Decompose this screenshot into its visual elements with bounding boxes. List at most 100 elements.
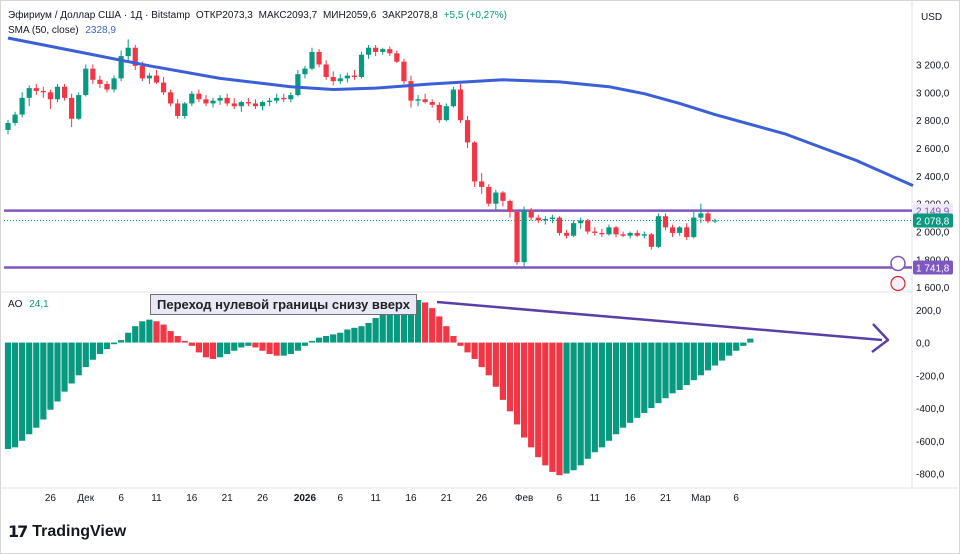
- ao-bar: [400, 304, 408, 343]
- ao-bar: [54, 342, 61, 402]
- candle-body: [472, 142, 478, 182]
- ao-bar: [231, 342, 238, 351]
- ao-bar: [372, 318, 379, 343]
- tradingview-logo[interactable]: 17 TradingView: [8, 522, 126, 541]
- ao-bar: [238, 342, 245, 348]
- candle-body: [507, 200, 513, 213]
- ohlc-high: МАКС2093,7: [258, 10, 318, 21]
- candle-body: [153, 75, 160, 83]
- candle-body: [528, 210, 534, 218]
- candle-body: [422, 99, 428, 103]
- ao-bar: [450, 336, 457, 343]
- ao-bar: [181, 340, 188, 343]
- ohlc-low: МИН2059,6: [322, 10, 377, 21]
- candle-body: [33, 88, 39, 91]
- ao-bar: [132, 326, 139, 343]
- candle-body: [90, 68, 96, 80]
- candle-body: [556, 217, 563, 233]
- candle-body: [302, 68, 308, 75]
- ao-bar: [75, 342, 82, 376]
- candle-body: [83, 68, 89, 96]
- candle-body: [125, 47, 131, 57]
- ao-bar: [605, 342, 613, 441]
- time-tick-label: Мар: [691, 493, 711, 504]
- ao-bar: [174, 336, 181, 343]
- ao-bar: [89, 342, 96, 360]
- ao-bar: [711, 342, 719, 366]
- ao-bar: [61, 342, 68, 392]
- support-price-tag-bg: [913, 260, 953, 275]
- candle-body: [266, 100, 273, 103]
- candle-body: [514, 212, 520, 263]
- ao-tick-label: -800,0: [916, 470, 945, 481]
- candle-body: [408, 81, 414, 101]
- ao-bar: [252, 342, 259, 348]
- candle-body: [288, 95, 294, 100]
- ao-bar: [245, 342, 252, 346]
- ao-legend-value: 24,1: [29, 299, 49, 310]
- price-tick-label: 2 000,0: [916, 228, 950, 239]
- annotation-callout[interactable]: Переход нулевой границы снизу вверх: [150, 294, 417, 315]
- candle-body: [358, 54, 365, 77]
- candle-body: [698, 213, 704, 218]
- ao-bar: [351, 327, 358, 343]
- candle-body: [486, 186, 492, 204]
- sma-legend-value: 2328,9: [85, 25, 116, 36]
- candle-body: [259, 102, 266, 107]
- time-tick-label: 26: [257, 493, 269, 504]
- candle-body: [634, 232, 640, 236]
- annotation-arrow-line: [436, 300, 883, 342]
- ao-bar: [337, 332, 344, 343]
- candle-body: [217, 97, 223, 101]
- ao-bar: [697, 342, 704, 376]
- candle-body: [132, 47, 138, 66]
- candle-body: [457, 89, 464, 121]
- candle-body: [5, 122, 11, 130]
- ao-bar: [195, 342, 202, 353]
- ao-bar: [612, 342, 620, 435]
- ao-bar: [280, 342, 287, 356]
- candle-body: [252, 103, 259, 107]
- candle-body: [238, 102, 244, 107]
- candle-body: [274, 97, 280, 101]
- candle-body: [429, 102, 435, 105]
- candle-body: [40, 90, 46, 93]
- ao-bar: [344, 329, 351, 343]
- symbol-title[interactable]: Эфириум / Доллар США · 1Д · Bitstamp: [8, 10, 191, 21]
- ao-bar: [648, 342, 655, 409]
- currency-label[interactable]: USD: [921, 12, 943, 23]
- candle-body: [26, 88, 32, 98]
- ao-bar: [294, 342, 301, 351]
- ao-bar: [627, 342, 634, 423]
- ao-bar: [202, 342, 210, 358]
- candle-body: [599, 232, 605, 235]
- ao-bar: [422, 302, 429, 343]
- ao-bar: [740, 342, 747, 346]
- ao-legend[interactable]: AO 24,1: [8, 299, 49, 310]
- ao-bar: [457, 342, 464, 346]
- ao-bar: [556, 342, 563, 476]
- annotation-arrow-head: [871, 323, 890, 353]
- time-tick-label: 26: [476, 493, 488, 504]
- ao-bar: [429, 308, 436, 343]
- ao-tick-label: 0,0: [916, 339, 930, 350]
- ao-bar: [662, 342, 669, 399]
- sma-legend[interactable]: SMA (50, close) 2328,9: [8, 25, 116, 36]
- ao-bar: [379, 314, 386, 343]
- candle-body: [500, 192, 506, 201]
- ao-bar: [301, 342, 309, 346]
- ao-bar: [4, 342, 12, 449]
- ohlc-change: +5,5 (+0,27%): [443, 10, 508, 21]
- tradingview-logo-text: TradingView: [32, 522, 127, 540]
- candle-body: [344, 75, 350, 79]
- ao-bar: [747, 338, 754, 343]
- candle-body: [563, 232, 570, 236]
- sma-legend-label: SMA (50, close): [8, 25, 79, 36]
- candle-body: [175, 103, 181, 116]
- ao-bar: [591, 342, 598, 453]
- candle-body: [316, 51, 322, 65]
- ao-bar: [33, 342, 40, 428]
- ao-bar: [414, 300, 422, 343]
- candle-body: [196, 93, 202, 100]
